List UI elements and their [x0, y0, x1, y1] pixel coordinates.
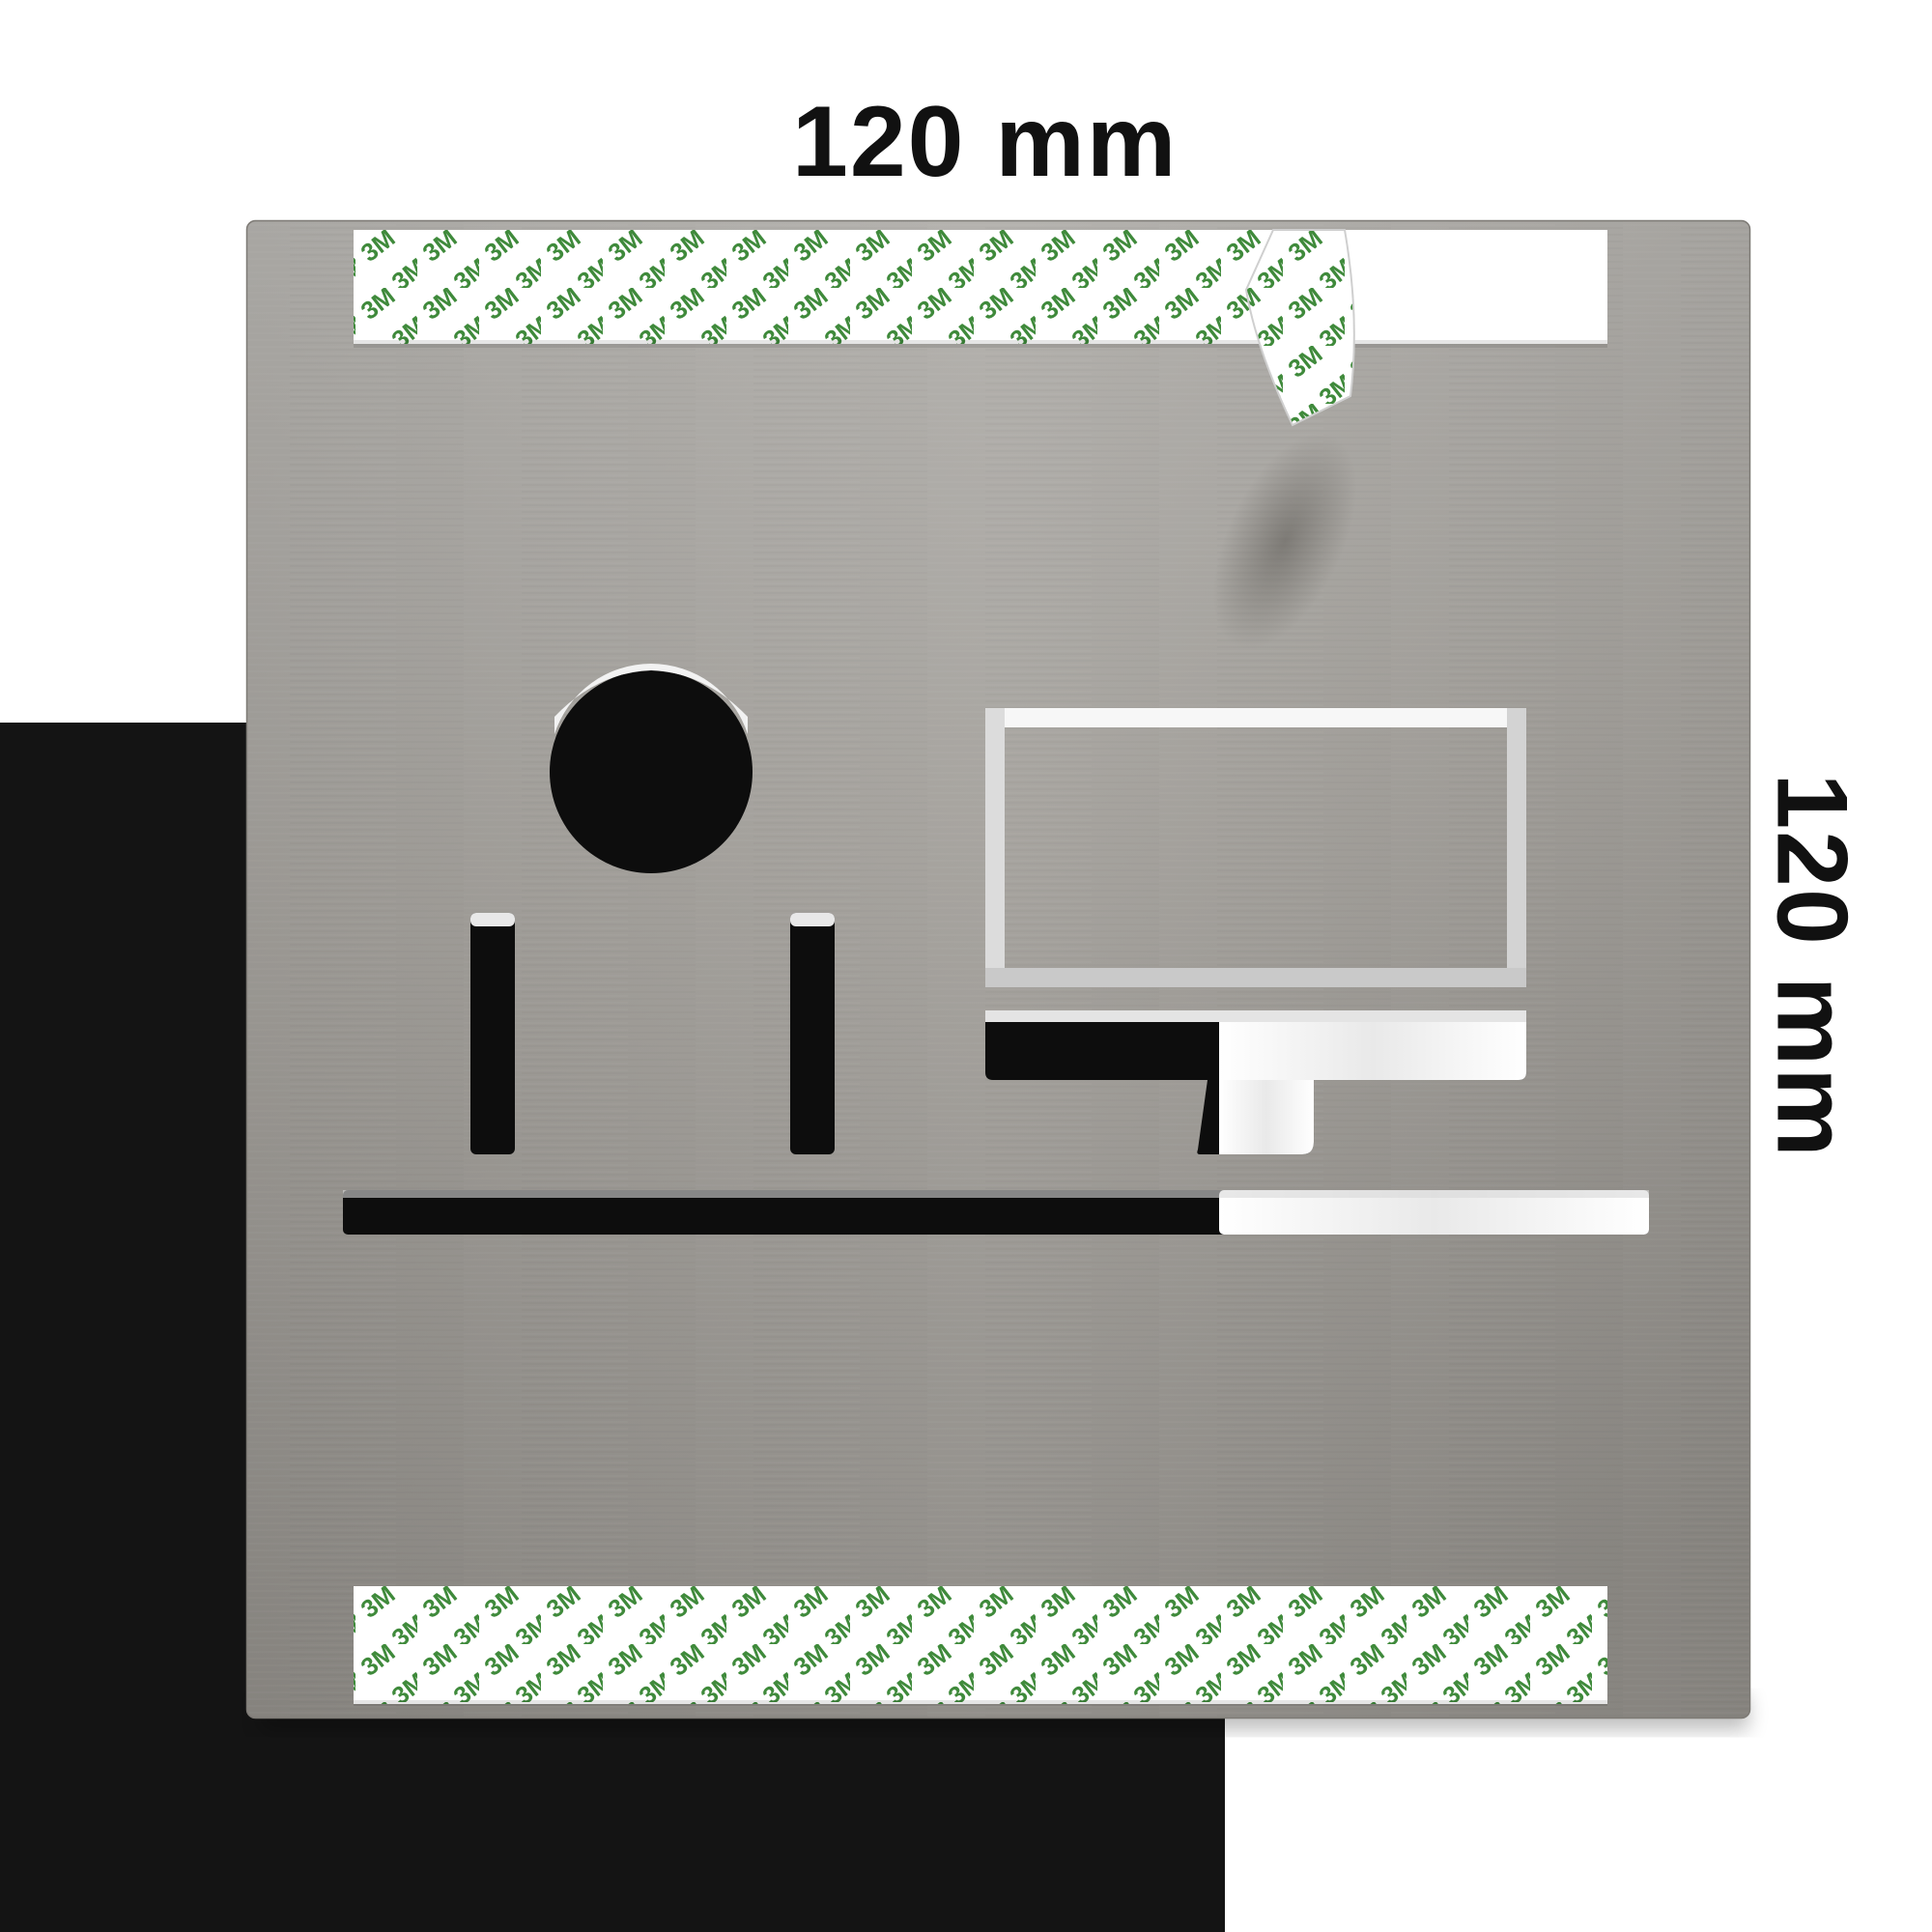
person-legs-cutout	[470, 913, 835, 1154]
height-dimension-label: 120 mm	[1755, 773, 1868, 1159]
monitor-stand-cutout	[1197, 1080, 1314, 1154]
office-desk-computer-icon	[343, 664, 1649, 1235]
peel-shadow	[1212, 433, 1357, 649]
adhesive-tape-top	[354, 230, 1607, 348]
desk-cutout	[343, 1190, 1649, 1235]
peeled-tape-flap	[1244, 229, 1355, 427]
adhesive-tape-bottom	[354, 1586, 1607, 1706]
person-head-cutout	[550, 664, 753, 873]
monitor-screen-cutout	[985, 708, 1526, 987]
monitor-base-cutout	[985, 1010, 1526, 1080]
width-dimension-label: 120 mm	[792, 86, 1179, 198]
